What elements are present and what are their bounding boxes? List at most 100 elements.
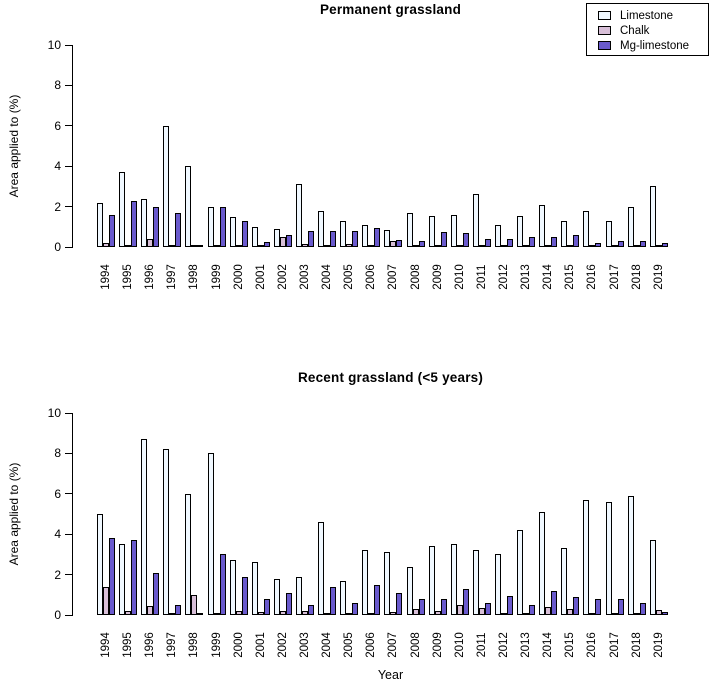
bar-limestone-1999 <box>207 453 214 615</box>
bar-group-1994: 1994 <box>97 413 115 658</box>
y-axis-tick <box>65 533 73 535</box>
bar-chalk-2009 <box>434 245 441 247</box>
bar-chalk-1996 <box>147 605 154 615</box>
bar-mg-limestone-2015 <box>573 596 580 615</box>
bar-group-2011: 2011 <box>472 45 491 289</box>
bar-group-1996: 1996 <box>141 413 160 658</box>
bar-group-2019: 2019 <box>649 45 668 290</box>
bar-limestone-1997 <box>163 125 170 247</box>
bar-chalk-1997 <box>169 245 176 247</box>
bar-mg-limestone-2000 <box>241 220 248 247</box>
bar-chalk-1995 <box>125 610 132 615</box>
y-axis-tick <box>65 44 73 46</box>
bar-group-2001: 2001 <box>251 413 270 658</box>
bar-chalk-2013 <box>523 245 530 247</box>
bar-group-2009: 2009 <box>428 45 447 290</box>
bar-mg-limestone-1996 <box>153 572 160 615</box>
bar-chalk-2002 <box>279 610 286 615</box>
x-axis-tick-label-1994: 1994 <box>100 264 112 290</box>
x-axis-tick-label-2010: 2010 <box>453 264 466 290</box>
bar-chalk-1996 <box>147 238 154 247</box>
bar-chalk-2018 <box>633 244 640 247</box>
bar-limestone-2019 <box>649 540 656 615</box>
bar-chalk-2005 <box>346 613 353 615</box>
x-axis-tick-label-2013: 2013 <box>520 264 533 290</box>
bar-limestone-1998 <box>185 493 192 615</box>
x-axis-tick-label-2011: 2011 <box>475 632 488 658</box>
bar-chalk-2006 <box>368 613 375 615</box>
bar-group-2016: 2016 <box>583 45 602 290</box>
bar-group-2014: 2014 <box>539 45 558 290</box>
x-axis-tick-label-2019: 2019 <box>652 632 665 658</box>
y-axis-tick-label: 6 <box>54 486 61 501</box>
bar-group-2005: 2005 <box>340 413 359 658</box>
bar-chalk-2019 <box>655 609 662 615</box>
bar-limestone-2011 <box>472 194 479 247</box>
bar-mg-limestone-1997 <box>175 212 182 247</box>
x-axis-tick-label-1999: 1999 <box>210 632 223 658</box>
bar-limestone-1995 <box>119 172 126 247</box>
bar-mg-limestone-2017 <box>617 240 624 247</box>
x-axis-tick-label-2005: 2005 <box>343 632 356 658</box>
bar-chalk-2005 <box>346 243 353 247</box>
bar-chalk-2013 <box>523 612 530 615</box>
bar-mg-limestone-2013 <box>529 604 536 615</box>
bar-group-1994: 1994 <box>97 45 115 290</box>
bar-limestone-2016 <box>583 210 590 247</box>
chart-panel-permanent-grassland: Permanent grassland Area applied to (%) … <box>0 0 709 340</box>
y-axis-tick <box>65 165 73 167</box>
bar-mg-limestone-2003 <box>307 230 314 247</box>
legend-label: Limestone <box>620 9 674 22</box>
bar-group-2003: 2003 <box>295 413 314 658</box>
bar-limestone-1995 <box>119 544 126 615</box>
bar-limestone-1997 <box>163 449 170 615</box>
x-axis-tick-label-1998: 1998 <box>188 264 201 290</box>
x-axis-tick-label-1997: 1997 <box>166 264 179 290</box>
bar-limestone-2004 <box>318 522 325 615</box>
chart-title: Recent grassland (<5 years) <box>297 370 484 385</box>
x-axis-tick-label-1998: 1998 <box>188 632 201 658</box>
bar-mg-limestone-1998 <box>197 245 204 247</box>
bar-limestone-2007 <box>384 229 391 247</box>
bar-limestone-2003 <box>295 576 302 615</box>
bar-mg-limestone-2000 <box>241 576 248 615</box>
x-axis-tick-label-2009: 2009 <box>431 632 444 658</box>
bar-group-2012: 2012 <box>494 45 513 290</box>
plot-area: 1994 1995 1996 1997 1998 1999 2000 2001 2002 2003… <box>73 45 704 290</box>
bar-group-2015: 2015 <box>561 45 580 290</box>
x-axis-tick-label-2016: 2016 <box>586 264 599 290</box>
bar-group-2006: 2006 <box>362 413 381 658</box>
y-axis-tick <box>65 493 73 495</box>
bar-limestone-1994 <box>97 202 103 247</box>
bar-limestone-1999 <box>207 206 214 247</box>
bar-group-2013: 2013 <box>517 45 536 290</box>
bar-chalk-1999 <box>213 245 220 247</box>
bar-limestone-2012 <box>494 224 501 247</box>
y-axis: 0 2 4 6 8 10 <box>48 406 73 622</box>
bar-mg-limestone-2018 <box>639 602 646 615</box>
bar-chalk-2012 <box>500 612 507 615</box>
bar-group-2004: 2004 <box>318 45 337 290</box>
bar-mg-limestone-2004 <box>330 586 337 615</box>
bar-limestone-2009 <box>428 215 435 247</box>
bar-limestone-2019 <box>649 186 656 247</box>
bar-group-2016: 2016 <box>583 413 602 658</box>
bar-chalk-2010 <box>456 244 463 247</box>
bar-group-2009: 2009 <box>428 413 447 658</box>
bar-group-2011: 2011 <box>472 413 491 657</box>
x-axis-tick-label-2005: 2005 <box>343 264 356 290</box>
bar-mg-limestone-2005 <box>352 602 359 615</box>
bar-group-2000: 2000 <box>229 45 248 290</box>
y-axis-tick <box>65 614 73 616</box>
bar-limestone-2017 <box>605 220 612 247</box>
x-axis-tick-label-2013: 2013 <box>520 632 533 658</box>
legend: Limestone Chalk Mg-limestone <box>586 3 709 56</box>
bar-chalk-2019 <box>655 244 662 247</box>
y-axis-tick-label: 2 <box>54 567 61 582</box>
bar-chalk-1995 <box>125 244 132 247</box>
y-axis-tick-label: 0 <box>54 240 61 254</box>
legend-row-chalk: Chalk <box>598 23 708 38</box>
bar-limestone-2006 <box>362 550 369 615</box>
bar-chalk-2001 <box>257 611 264 615</box>
bar-chalk-2004 <box>324 245 331 247</box>
